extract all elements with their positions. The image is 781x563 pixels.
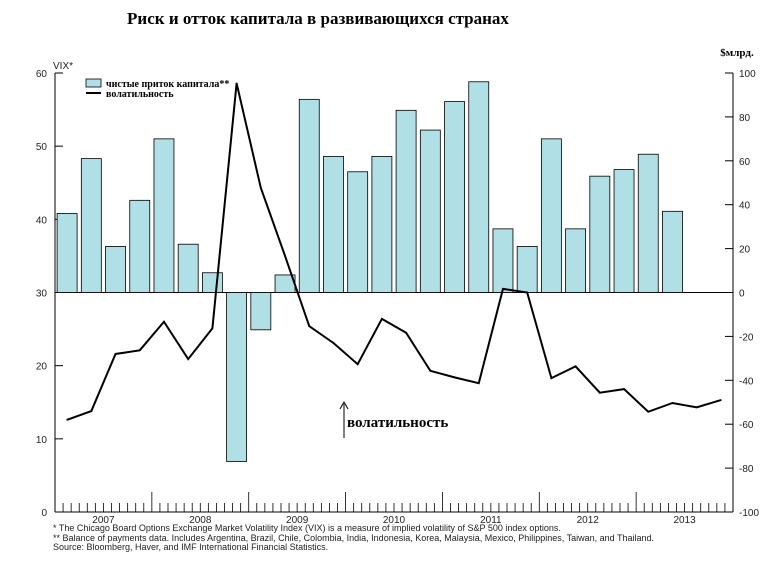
chart-title: Риск и отток капитала в развивающихся ст…	[127, 9, 509, 28]
line-point	[90, 410, 93, 412]
left-tick-label: 50	[36, 142, 48, 153]
right-tick-label: 80	[739, 113, 751, 124]
x-tick-label: 2012	[577, 515, 600, 526]
legend-bar-label: чистые приток капитала**	[106, 79, 229, 90]
legend: чистые приток капитала** волатильность	[85, 78, 229, 100]
right-axis-label: $млрд.	[720, 47, 754, 59]
right-tick-label: -20	[739, 332, 754, 343]
bar	[129, 199, 151, 293]
bar	[637, 153, 659, 293]
right-tick-label: 0	[739, 289, 745, 300]
volatility-line	[66, 83, 722, 421]
x-tick-label: 2007	[92, 515, 115, 526]
x-tick-label: 2010	[383, 515, 406, 526]
bar	[371, 156, 393, 293]
right-tick-label: -100	[739, 508, 759, 519]
line-point	[187, 358, 189, 360]
bar	[80, 158, 102, 293]
x-tick-label: 2013	[673, 515, 696, 526]
line-point	[332, 342, 335, 344]
line-point	[381, 318, 383, 320]
footnote-2: ** Balance of payments data. Includes Ar…	[53, 533, 654, 543]
line-point	[163, 320, 165, 323]
bar	[323, 156, 344, 293]
line-point	[356, 363, 359, 366]
bar	[589, 175, 611, 293]
bars	[56, 81, 683, 462]
right-tick-label: -80	[739, 464, 754, 475]
line-point	[502, 288, 504, 290]
left-tick-label: 20	[36, 362, 48, 373]
line-point	[574, 365, 577, 368]
bar	[177, 243, 199, 293]
bar	[419, 129, 441, 293]
legend-line-label: волатильность	[106, 89, 174, 100]
right-tick-label: 60	[739, 157, 751, 168]
line-point	[260, 187, 262, 189]
line-point	[308, 325, 311, 327]
x-tick-label: 2011	[480, 515, 502, 526]
line-point	[453, 376, 456, 379]
bar	[105, 246, 126, 293]
bar	[56, 213, 78, 293]
right-tick-label: -40	[739, 376, 754, 387]
line-point	[66, 419, 68, 421]
line-point	[114, 353, 117, 355]
line-point	[477, 382, 480, 385]
left-tick-label: 10	[36, 435, 48, 446]
bar	[492, 228, 514, 293]
bar	[613, 169, 635, 293]
bar	[153, 138, 175, 293]
bar	[516, 246, 538, 293]
annotation-text: волатильность	[347, 415, 448, 431]
bar	[662, 210, 683, 293]
line-point	[671, 402, 674, 404]
line-point	[284, 255, 286, 257]
left-tick-label: 30	[36, 289, 48, 300]
line-series	[66, 82, 722, 421]
x-tick-label: 2008	[189, 515, 212, 526]
left-tick-label: 0	[41, 508, 47, 519]
line-point	[623, 388, 625, 390]
bar	[540, 138, 562, 293]
right-tick-label: 20	[739, 245, 751, 256]
line-point	[599, 391, 601, 394]
line-point	[138, 349, 141, 352]
bar	[444, 101, 465, 293]
bar	[395, 109, 417, 293]
line-point	[526, 291, 528, 294]
x-tick-label: 2009	[286, 515, 309, 526]
line-point	[211, 327, 214, 330]
right-tick-label: 40	[739, 201, 751, 212]
line-point	[647, 410, 650, 413]
line-point	[550, 377, 553, 379]
line-point	[695, 406, 698, 409]
bar	[298, 98, 320, 293]
bar	[226, 292, 248, 462]
line-point	[429, 369, 432, 372]
legend-bar-swatch	[85, 78, 102, 88]
arrow-head-icon	[339, 400, 349, 410]
line-point	[720, 399, 722, 401]
left-tick-label: 40	[36, 215, 48, 226]
right-tick-label: -60	[739, 420, 754, 431]
line-point	[235, 82, 238, 85]
bar	[468, 81, 490, 293]
annotation: волатильность	[339, 400, 448, 438]
footnote-1: * The Chicago Board Options Exchange Mar…	[53, 523, 561, 533]
line-point	[405, 331, 407, 334]
bar	[250, 292, 272, 331]
left-tick-label: 60	[36, 69, 48, 80]
footnote-source: Source: Bloomberg, Haver, and IMF Intern…	[53, 542, 328, 552]
bar	[565, 228, 587, 293]
right-tick-label: 100	[739, 69, 756, 80]
bar	[201, 272, 223, 293]
bar	[347, 171, 369, 293]
left-axis-label: VIX*	[53, 61, 73, 72]
